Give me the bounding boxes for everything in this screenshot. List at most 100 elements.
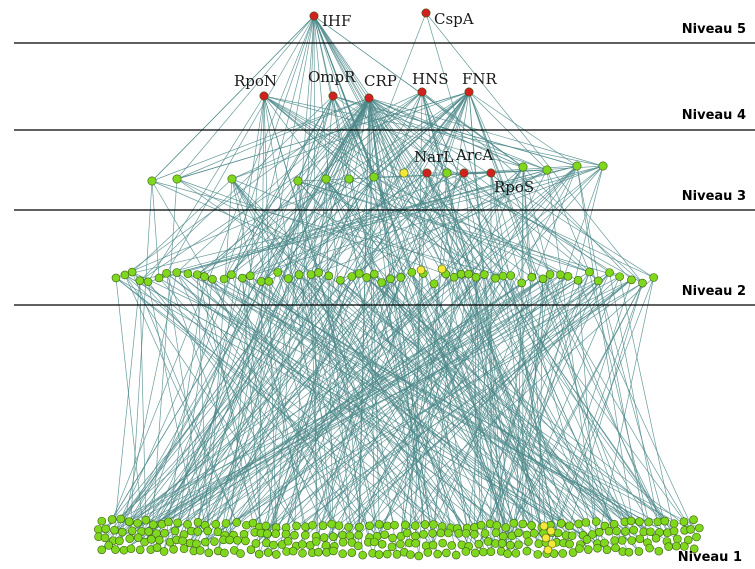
regulator-node-narl [422, 168, 432, 178]
gene-node-level-1 [148, 520, 158, 530]
edge-level-2 [242, 278, 277, 534]
gene-node-level-1 [406, 550, 415, 559]
edge-level-3 [231, 178, 312, 275]
edge-level-2 [484, 274, 513, 536]
regulator-label-fnr: FNR [462, 70, 498, 88]
edge-level-2 [113, 271, 590, 542]
gene-node-level-2 [563, 271, 573, 281]
gene-node-level-1 [246, 545, 256, 554]
edge-from-rpon [263, 95, 319, 273]
edge-level-2 [478, 272, 610, 545]
edge-level-2 [475, 277, 623, 541]
gene-node-level-2 [143, 277, 153, 287]
gene-node-level-1 [567, 531, 577, 541]
gene-node-level-1 [514, 540, 523, 550]
gene-node-level-2 [396, 273, 406, 282]
edge-from-crp [325, 97, 370, 180]
gene-node-level-1 [581, 518, 591, 527]
gene-node-level-1 [511, 548, 521, 558]
gene-node-level-1 [553, 528, 563, 538]
edge-from-cspa [425, 12, 643, 284]
gene-node-level-1 [94, 525, 103, 534]
gene-node-level-1 [327, 519, 336, 529]
edge-from-rpon [263, 95, 524, 168]
edge-from-narl [426, 172, 540, 544]
gene-node-level-1 [476, 520, 486, 530]
edge-level-2 [322, 279, 632, 526]
gene-node-level-1 [672, 541, 681, 551]
gene-node-level-3 [321, 174, 331, 184]
highlight-node-level-1 [547, 539, 557, 549]
level-label-3: Niveau 3 [682, 189, 746, 204]
gene-node-level-2 [183, 269, 193, 279]
gene-node-level-2 [324, 271, 334, 281]
edge-level-3 [147, 165, 578, 283]
gene-node-level-1 [288, 546, 298, 556]
edge-from-arca [463, 172, 485, 275]
gene-node-level-1 [527, 521, 536, 530]
gene-node-level-2 [506, 271, 516, 280]
gene-node-level-1 [271, 529, 280, 539]
edge-level-3 [150, 178, 178, 550]
gene-node-level-1 [203, 526, 213, 536]
edge-from-crp [368, 97, 477, 278]
edge-from-crp [176, 97, 370, 180]
regulator-node-hns [417, 87, 427, 97]
gene-node-level-1 [183, 520, 192, 529]
gene-node-level-1 [680, 542, 689, 551]
gene-node-level-1 [629, 525, 638, 535]
edge-level-2 [474, 277, 477, 528]
edge-level-2 [376, 275, 504, 537]
edge-level-3 [325, 178, 615, 525]
edge-from-fnr [468, 91, 548, 171]
edge-level-2 [141, 274, 232, 532]
edge-level-2 [351, 276, 470, 547]
gene-node-level-1 [660, 516, 670, 526]
edge-from-ihf [151, 15, 315, 182]
edge-level-2 [328, 275, 449, 534]
edge-from-ompr [297, 95, 334, 182]
edge-level-2 [298, 274, 626, 523]
gene-node-level-1 [248, 518, 258, 528]
gene-node-level-2 [264, 276, 274, 286]
edge-level-2 [204, 276, 353, 543]
edge-from-crp [112, 97, 370, 541]
edge-level-3 [129, 180, 153, 539]
edge-level-3 [158, 169, 548, 279]
gene-node-level-1 [419, 529, 428, 539]
edge-level-2 [114, 276, 455, 531]
edge-level-3 [105, 166, 524, 530]
gene-node-level-2 [192, 270, 202, 279]
edge-level-2 [191, 280, 579, 532]
edge-level-3 [231, 178, 270, 282]
edge-level-2 [212, 278, 691, 530]
gene-node-level-1 [383, 521, 392, 531]
gene-node-level-1 [686, 525, 695, 534]
gene-node-level-1 [651, 533, 661, 543]
gene-node-level-1 [159, 547, 169, 556]
gene-node-level-1 [411, 538, 420, 548]
gene-node-level-1 [221, 519, 231, 528]
gene-node-level-2 [456, 269, 466, 279]
gene-node-level-2 [256, 277, 266, 286]
regulator-label-rpon: RpoN [234, 72, 277, 90]
edge-level-3 [318, 165, 604, 273]
edge-level-2 [445, 273, 553, 533]
regulator-label-narl: NarL [414, 148, 453, 166]
gene-node-level-1 [486, 547, 496, 557]
gene-node-level-1 [612, 526, 621, 536]
gene-node-level-1 [126, 544, 136, 554]
gene-node-level-1 [225, 535, 234, 545]
gene-node-level-1 [469, 529, 479, 539]
gene-node-level-1 [147, 535, 156, 544]
gene-node-level-1 [314, 547, 323, 557]
gene-node-level-1 [388, 533, 397, 543]
gene-node-level-1 [319, 533, 329, 542]
edge-level-3 [453, 166, 524, 278]
gene-node-level-1 [454, 529, 464, 538]
gene-node-level-1 [213, 527, 223, 537]
regulator-label-hns: HNS [412, 70, 448, 88]
gene-node-level-2 [627, 275, 636, 285]
edge-level-3 [231, 178, 467, 552]
gene-node-level-1 [387, 542, 397, 552]
